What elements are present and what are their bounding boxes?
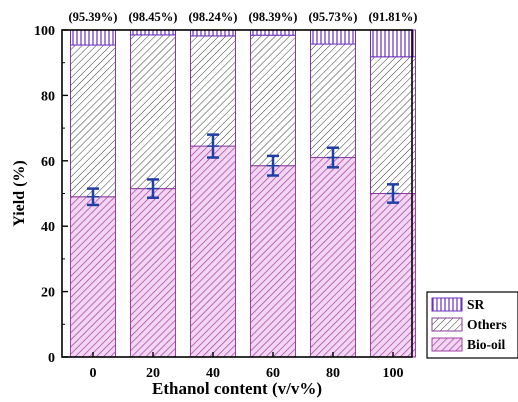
x-tick-label-100: 100 — [383, 366, 404, 381]
bar-bio-oil-80 — [310, 157, 356, 358]
bar-others-0 — [70, 44, 116, 198]
y-tick-label-60: 60 — [41, 155, 55, 170]
bar-others-100 — [370, 56, 416, 195]
bars-layer — [70, 29, 416, 358]
bar-bio-oil-0 — [70, 196, 116, 358]
legend-swatch-bio-oil — [431, 337, 463, 352]
bar-others-40 — [190, 35, 236, 147]
bar-sr-80 — [310, 29, 356, 45]
bar-sr-0 — [70, 29, 116, 46]
percent-label-60: (98.39%) — [249, 10, 298, 24]
y-tick-label-80: 80 — [41, 89, 55, 104]
x-tick-label-0: 0 — [90, 366, 97, 381]
legend-swatch-others — [431, 317, 463, 332]
bar-others-60 — [250, 34, 296, 167]
percent-label-40: (98.24%) — [189, 10, 238, 24]
bar-others-80 — [310, 43, 356, 159]
x-tick-label-40: 40 — [206, 366, 220, 381]
bar-bio-oil-40 — [190, 145, 236, 358]
y-tick-label-40: 40 — [41, 220, 55, 235]
percent-label-20: (98.45%) — [129, 10, 178, 24]
bar-bio-oil-100 — [370, 193, 416, 358]
percent-labels: (95.39%) (98.45%) (98.24%) (98.39%) (95.73%)… — [69, 10, 418, 24]
legend-label-bio-oil: Bio-oil — [467, 337, 506, 352]
error-bars-layer — [87, 133, 399, 207]
y-tick-label-20: 20 — [41, 286, 55, 301]
y-tick-label-0: 0 — [48, 351, 55, 366]
x-tick-label-20: 20 — [146, 366, 160, 381]
percent-label-80: (95.73%) — [309, 10, 358, 24]
percent-label-100: (91.81%) — [369, 10, 418, 24]
y-tick-label-100: 100 — [34, 24, 55, 39]
bar-sr-40 — [190, 29, 236, 37]
legend-label-sr: SR — [467, 297, 485, 312]
bar-bio-oil-20 — [130, 188, 176, 358]
bar-sr-100 — [370, 29, 416, 58]
x-tick-label-60: 60 — [266, 366, 280, 381]
x-axis: 0 20 40 60 80 100 — [90, 352, 404, 381]
percent-label-0: (95.39%) — [69, 10, 118, 24]
bar-others-20 — [130, 34, 176, 190]
y-axis-label: Yield (%) — [11, 160, 28, 227]
x-tick-label-80: 80 — [326, 366, 340, 381]
y-axis: 0 20 40 60 80 100 — [34, 24, 68, 366]
legend: SR Others Bio-oil — [426, 291, 518, 359]
legend-swatch-sr — [431, 297, 463, 312]
legend-label-others: Others — [467, 317, 507, 332]
x-axis-label: Ethanol content (v/v%) — [152, 379, 322, 398]
bar-bio-oil-60 — [250, 165, 296, 358]
